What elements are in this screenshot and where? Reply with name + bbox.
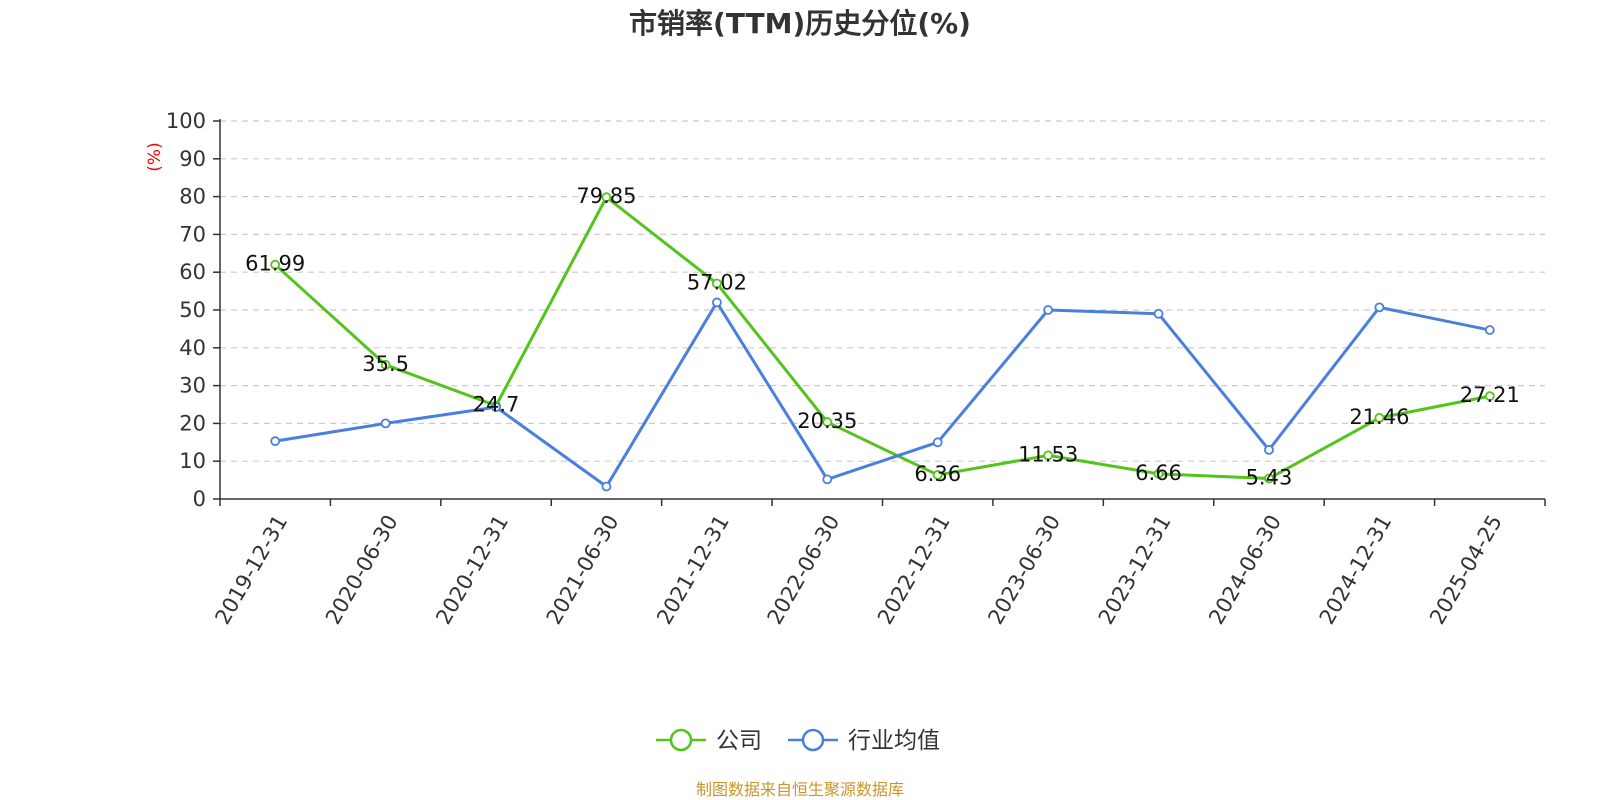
x-tick-label: 2022-06-30 (763, 511, 845, 629)
data-label: 5.43 (1246, 465, 1293, 489)
x-tick-label: 2019-12-31 (210, 511, 292, 629)
data-point (1153, 468, 1164, 479)
data-label: 21.46 (1349, 405, 1409, 429)
data-label: 11.53 (1018, 442, 1078, 466)
x-tick-label: 2023-12-31 (1094, 511, 1176, 629)
data-label: 6.36 (914, 462, 961, 486)
y-tick-label: 30 (179, 374, 206, 398)
data-point (1484, 325, 1495, 335)
y-tick-label: 10 (179, 449, 206, 473)
legend-label: 行业均值 (848, 728, 940, 754)
y-axis-label: (%) (145, 142, 165, 171)
data-point (711, 297, 722, 308)
data-label: 20.35 (797, 409, 857, 433)
data-label: 79.85 (576, 184, 636, 208)
data-point (1264, 473, 1274, 484)
data-label: 61.99 (245, 252, 305, 276)
grid-lines (220, 120, 1545, 462)
x-tick-label: 2023-06-30 (983, 511, 1065, 629)
data-point (380, 359, 391, 370)
y-tick-label: 100 (166, 109, 206, 133)
data-point (270, 259, 281, 270)
data-point (1153, 308, 1164, 319)
series (270, 192, 1495, 492)
data-label: 27.21 (1460, 383, 1520, 407)
legend-label: 公司 (716, 728, 762, 754)
data-point (1043, 305, 1054, 315)
data-label: 35.5 (362, 352, 409, 376)
x-tick-label: 2021-12-31 (652, 511, 734, 629)
y-tick-label: 70 (179, 222, 206, 246)
data-point (1374, 412, 1385, 423)
source-note: 制图数据来自恒生聚源数据库 (695, 780, 904, 799)
data-point (1484, 391, 1495, 402)
data-point (1374, 302, 1385, 313)
x-tick-label: 2020-06-30 (321, 511, 403, 629)
data-labels: 61.99 35.5 24.7 79.85 57.02 20.35 6.36 11.53 6.6… (245, 184, 1520, 489)
data-point (380, 418, 391, 429)
data-point (711, 278, 722, 289)
y-tick-label: 60 (179, 260, 206, 284)
legend: 公司 行业均值 (656, 728, 940, 754)
data-label: 24.7 (473, 393, 520, 417)
series-line (274, 195, 1491, 480)
data-point (1043, 450, 1054, 461)
data-point (491, 402, 501, 413)
legend-swatch-marker (801, 728, 825, 752)
data-label: 57.02 (687, 270, 747, 294)
x-tick-label: 2025-04-25 (1425, 511, 1507, 629)
y-tick-label: 90 (179, 147, 206, 171)
legend-swatch-marker (669, 728, 693, 752)
data-point (822, 474, 833, 485)
x-tick-label: 2024-06-30 (1204, 511, 1286, 629)
data-point (270, 436, 281, 447)
chart-title: 市销率(TTM)历史分位(%) (629, 7, 971, 40)
y-tick-label: 80 (179, 185, 206, 209)
y-tick-label: 20 (179, 411, 206, 435)
data-point (601, 192, 612, 203)
data-point (932, 437, 943, 448)
data-point (601, 481, 612, 492)
data-point (1264, 444, 1274, 455)
y-tick-label: 50 (179, 298, 206, 322)
series-line (274, 300, 1491, 489)
y-tick-label: 40 (179, 336, 206, 360)
data-label: 6.66 (1135, 461, 1182, 485)
x-tick-label: 2021-06-30 (542, 511, 624, 629)
x-tick-label: 2022-12-31 (873, 511, 955, 629)
data-point (932, 470, 943, 480)
y-tick-label: 0 (193, 487, 206, 511)
data-point (822, 417, 833, 427)
x-tick-label: 2020-12-31 (431, 511, 513, 629)
x-tick-label: 2024-12-31 (1315, 511, 1397, 629)
